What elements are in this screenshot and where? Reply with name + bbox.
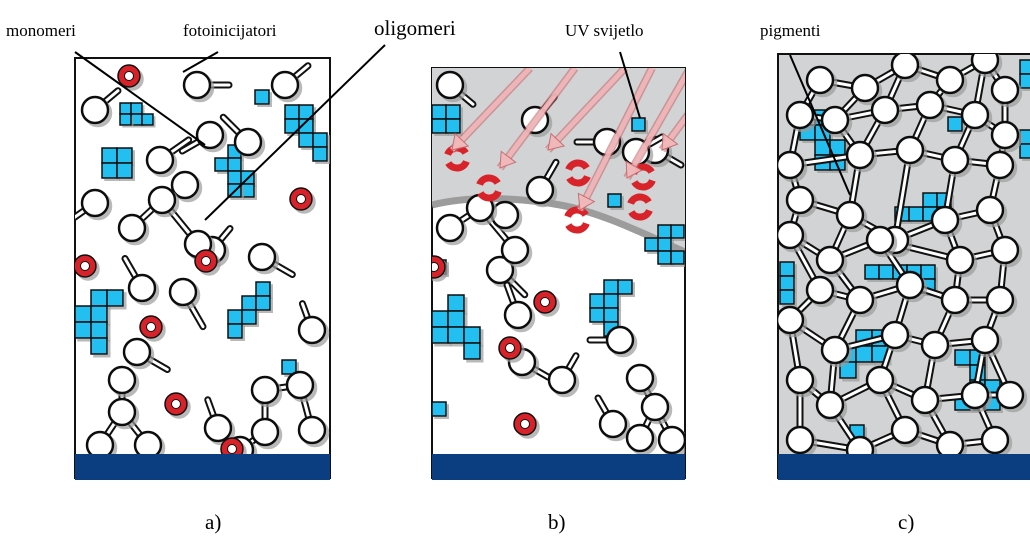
substrate-a — [75, 454, 330, 480]
radical — [565, 159, 591, 187]
pigment — [101, 147, 133, 179]
label-fotoinicijatori: fotoinicijatori — [183, 21, 277, 40]
pigment — [284, 104, 328, 162]
photoinitiator — [117, 64, 141, 88]
substrate-b — [432, 454, 685, 480]
label-monomeri: monomeri — [6, 21, 76, 40]
radical — [627, 193, 653, 221]
pigment — [1019, 59, 1030, 89]
uv-arrow — [576, 68, 656, 212]
monomer — [297, 300, 327, 345]
pigment — [644, 224, 685, 265]
pigment — [75, 289, 124, 355]
monomer — [121, 255, 157, 303]
radical — [476, 174, 502, 202]
leader-fotoinicijatori — [182, 51, 219, 73]
caption-b: b) — [548, 510, 566, 534]
pigment — [947, 116, 963, 132]
monomer — [182, 70, 233, 100]
pigment — [607, 193, 622, 208]
monomer — [525, 158, 560, 205]
pigment — [432, 401, 447, 417]
caption-c: c) — [898, 510, 915, 534]
monomer — [485, 255, 529, 299]
monomer — [203, 396, 233, 443]
leader-oligomeri — [204, 44, 386, 221]
pigment — [1019, 129, 1030, 159]
monomer — [145, 136, 193, 175]
substrate-c — [778, 454, 1030, 480]
oligomer — [85, 365, 163, 460]
photoinitiator — [498, 336, 522, 360]
photoinitiator — [513, 412, 537, 436]
uv-arrow — [545, 68, 628, 153]
monomer — [594, 394, 628, 439]
monomer — [547, 352, 580, 395]
photoinitiator — [75, 254, 97, 278]
photoinitiator — [533, 290, 557, 314]
pigment — [432, 294, 481, 360]
panel-a — [74, 57, 331, 480]
photoinitiator — [164, 392, 188, 416]
leader-pigmenti — [789, 54, 851, 196]
uv-arrow — [623, 68, 685, 180]
leader-lines — [74, 44, 851, 221]
photoinitiator — [139, 315, 163, 339]
monomer — [586, 325, 635, 355]
photoinitiator — [289, 187, 313, 211]
label-oligomeri: oligomeri — [374, 16, 456, 40]
uv-arrow — [496, 68, 579, 171]
monomer — [178, 120, 225, 155]
monomer — [503, 281, 533, 330]
monomer — [80, 87, 122, 125]
oligomer — [435, 193, 530, 265]
pigment — [631, 117, 646, 132]
panel-b — [431, 67, 686, 480]
monomer — [219, 113, 263, 157]
oligomer — [225, 370, 327, 465]
leader-uv-svjetlo — [619, 51, 641, 119]
photoinitiator — [432, 255, 446, 279]
monomer — [75, 188, 110, 222]
radical — [564, 206, 590, 234]
caption-a: a) — [205, 510, 222, 534]
uv-arrow — [449, 68, 533, 153]
oligomer — [117, 170, 213, 259]
monomer — [122, 337, 171, 373]
oligomer — [625, 363, 685, 455]
monomer — [168, 277, 207, 331]
photoinitiator — [194, 249, 218, 273]
label-pigmenti: pigmenti — [760, 21, 821, 40]
monomer — [270, 62, 312, 100]
monomer — [247, 242, 296, 278]
pigment — [432, 104, 461, 134]
pigment — [779, 261, 795, 305]
pigment — [119, 102, 154, 126]
pigment — [254, 89, 270, 105]
pigment — [227, 281, 271, 339]
oligomer — [778, 54, 1025, 465]
leader-monomeri — [74, 51, 206, 146]
pigment — [281, 359, 297, 375]
monomer — [435, 70, 477, 108]
uv-arrow — [658, 112, 685, 153]
label-uv-svjetlo: UV svijetlo — [565, 21, 644, 40]
